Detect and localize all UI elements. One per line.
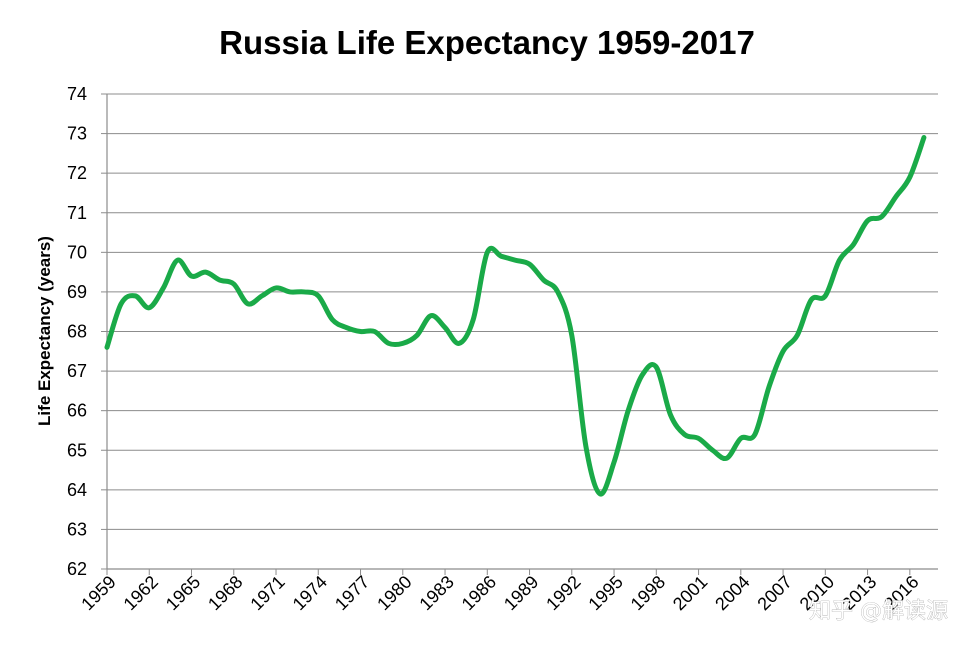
data-point-2005 bbox=[752, 432, 757, 437]
data-point-1970 bbox=[259, 293, 264, 298]
data-point-1963 bbox=[161, 285, 166, 290]
data-point-2011 bbox=[837, 258, 842, 263]
data-point-2012 bbox=[851, 242, 856, 247]
data-point-1978 bbox=[372, 329, 377, 334]
data-point-2000 bbox=[682, 432, 687, 437]
data-point-1983 bbox=[443, 325, 448, 330]
data-point-1982 bbox=[428, 313, 433, 318]
data-point-2006 bbox=[766, 384, 771, 389]
data-point-1968 bbox=[231, 282, 236, 287]
data-point-1995 bbox=[612, 460, 617, 465]
y-axis-ticks: 62 63 64 65 66 67 68 69 70 71 72 73 74 bbox=[67, 84, 107, 579]
data-point-2015 bbox=[893, 194, 898, 199]
data-point-2007 bbox=[781, 349, 786, 354]
data-point-1973 bbox=[302, 289, 307, 294]
data-point-1999 bbox=[668, 412, 673, 417]
data-point-1980 bbox=[400, 341, 405, 346]
data-point-1996 bbox=[626, 408, 631, 413]
data-point-1960 bbox=[119, 301, 124, 306]
y-tick-label-63: 63 bbox=[67, 519, 87, 539]
y-tick-label-64: 64 bbox=[67, 480, 87, 500]
data-point-1977 bbox=[358, 329, 363, 334]
y-tick-label-68: 68 bbox=[67, 322, 87, 342]
data-point-1964 bbox=[175, 258, 180, 263]
data-point-1992 bbox=[569, 333, 574, 338]
data-point-1987 bbox=[499, 254, 504, 259]
data-point-1988 bbox=[513, 258, 518, 263]
data-point-1975 bbox=[330, 317, 335, 322]
data-point-2009 bbox=[809, 297, 814, 302]
data-point-1967 bbox=[217, 278, 222, 283]
data-point-1965 bbox=[189, 274, 194, 279]
data-point-1966 bbox=[203, 270, 208, 275]
y-tick-label-70: 70 bbox=[67, 242, 87, 262]
data-point-1969 bbox=[245, 301, 250, 306]
data-point-1971 bbox=[274, 285, 279, 290]
data-point-2014 bbox=[879, 214, 884, 219]
data-point-2003 bbox=[724, 456, 729, 461]
chart-title: Russia Life Expectancy 1959-2017 bbox=[219, 24, 755, 61]
data-point-1962 bbox=[147, 305, 152, 310]
data-point-2017 bbox=[921, 135, 926, 140]
data-point-2016 bbox=[907, 175, 912, 180]
data-point-1994 bbox=[597, 491, 602, 496]
data-point-2008 bbox=[795, 333, 800, 338]
y-tick-label-71: 71 bbox=[67, 203, 87, 223]
data-point-1976 bbox=[344, 325, 349, 330]
data-point-2004 bbox=[738, 436, 743, 441]
y-axis-label: Life Expectancy (years) bbox=[35, 236, 54, 426]
y-tick-label-65: 65 bbox=[67, 440, 87, 460]
data-point-2001 bbox=[696, 436, 701, 441]
data-point-2010 bbox=[823, 293, 828, 298]
grid-lines bbox=[107, 93, 938, 570]
series-layer bbox=[104, 135, 927, 497]
watermark: 知乎 @解读源 bbox=[809, 599, 948, 624]
data-point-1993 bbox=[583, 444, 588, 449]
data-point-1990 bbox=[541, 278, 546, 283]
data-point-1998 bbox=[654, 365, 659, 370]
data-point-1974 bbox=[316, 293, 321, 298]
data-point-1986 bbox=[485, 250, 490, 255]
data-point-2002 bbox=[710, 448, 715, 453]
data-point-2013 bbox=[865, 218, 870, 223]
series-line-0 bbox=[104, 135, 927, 497]
data-point-1979 bbox=[386, 341, 391, 346]
data-point-1991 bbox=[555, 289, 560, 294]
y-tick-label-73: 73 bbox=[67, 124, 87, 144]
y-tick-label-74: 74 bbox=[67, 84, 87, 104]
y-tick-label-69: 69 bbox=[67, 282, 87, 302]
data-point-1985 bbox=[471, 317, 476, 322]
y-tick-label-66: 66 bbox=[67, 401, 87, 421]
y-tick-label-67: 67 bbox=[67, 361, 87, 381]
y-tick-label-72: 72 bbox=[67, 163, 87, 183]
data-point-1959 bbox=[105, 345, 110, 350]
y-tick-label-62: 62 bbox=[67, 559, 87, 579]
data-point-1972 bbox=[288, 289, 293, 294]
data-point-1961 bbox=[133, 293, 138, 298]
data-point-1981 bbox=[414, 333, 419, 338]
data-point-1984 bbox=[457, 341, 462, 346]
data-point-1989 bbox=[527, 262, 532, 267]
data-point-1997 bbox=[640, 373, 645, 378]
axes bbox=[106, 94, 938, 570]
